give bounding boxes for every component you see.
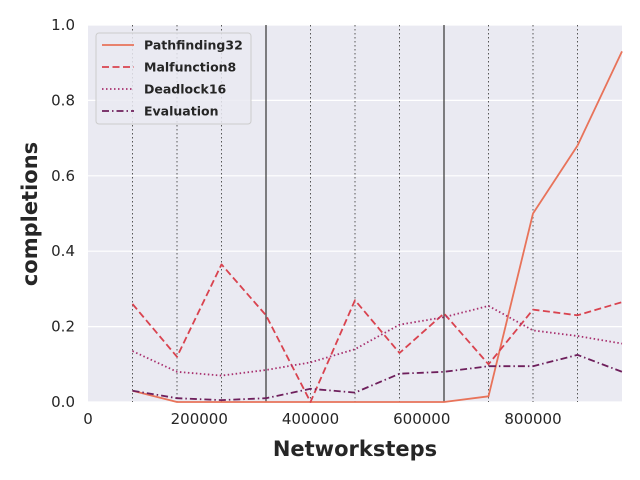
legend-label: Pathfinding32 (144, 38, 243, 53)
x-ticks: 0 200000 400000 600000 800000 (83, 410, 561, 428)
x-tick-label: 600000 (393, 410, 450, 428)
y-tick-label: 0.6 (51, 167, 75, 185)
y-axis-label: completions (18, 142, 42, 286)
x-tick-label: 800000 (504, 410, 561, 428)
series-group (131, 51, 623, 403)
legend-label: Evaluation (144, 104, 219, 119)
y-tick-label: 0.8 (51, 91, 75, 109)
x-tick-label: 200000 (171, 410, 228, 428)
y-tick-label: 0.4 (51, 242, 75, 260)
y-tick-label: 1.0 (51, 16, 75, 34)
series-line-pathfinding32 (132, 51, 623, 403)
series-line-evaluation (132, 353, 623, 402)
x-tick-label: 400000 (282, 410, 339, 428)
x-axis-label: Networksteps (273, 437, 437, 461)
legend-label: Deadlock16 (144, 82, 227, 97)
x-tick-label: 0 (83, 410, 93, 428)
y-ticks: 0.0 0.2 0.4 0.6 0.8 1.0 (51, 16, 75, 411)
legend: Pathfinding32 Malfunction8 Deadlock16 Evalu… (95, 32, 252, 125)
y-tick-label: 0.0 (51, 393, 75, 411)
y-tick-label: 0.2 (51, 318, 75, 336)
legend-box (95, 32, 252, 125)
legend-label: Malfunction8 (144, 60, 236, 75)
